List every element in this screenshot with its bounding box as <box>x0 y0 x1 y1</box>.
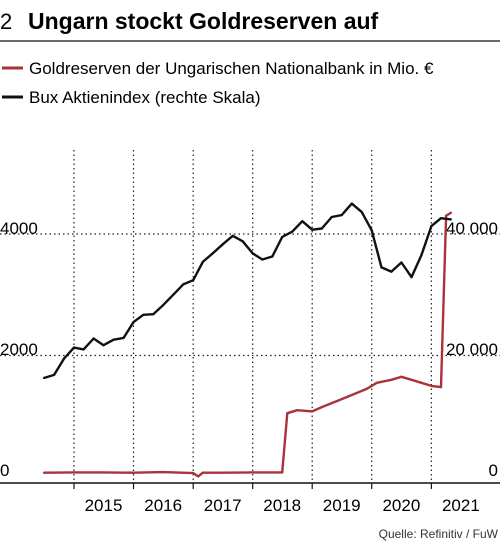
data-point-bux-26 <box>301 220 304 223</box>
data-point-bux-34 <box>380 266 383 269</box>
x-ticks: 2015 2016 2017 2018 2019 2020 2021 <box>73 483 480 515</box>
y-right-tick-20000: 20 000 <box>446 340 498 359</box>
x-tick-2017: 2017 <box>204 496 242 515</box>
data-point-bux-35 <box>390 270 393 273</box>
data-point-gold-3 <box>132 471 135 474</box>
data-point-bux-21 <box>251 252 254 255</box>
data-point-bux-32 <box>360 211 363 214</box>
grid <box>0 150 500 483</box>
data-point-bux-30 <box>340 214 343 217</box>
legend-label-gold: Goldreserven der Ungarischen Nationalban… <box>29 59 434 78</box>
data-point-bux-12 <box>162 304 165 307</box>
data-point-gold-24 <box>439 386 443 389</box>
y-right-tick-40000: 40 000 <box>446 219 498 238</box>
data-point-bux-31 <box>350 202 353 205</box>
data-point-bux-28 <box>320 227 323 230</box>
data-point-gold-20 <box>400 375 403 378</box>
data-point-bux-3 <box>72 346 76 349</box>
data-point-gold-16 <box>350 393 353 397</box>
data-point-gold-22 <box>420 381 423 384</box>
legend-label-bux: Bux Aktienindex (rechte Skala) <box>29 88 261 107</box>
data-point-bux-8 <box>122 336 125 339</box>
data-point-gold-6 <box>197 475 200 478</box>
data-point-bux-14 <box>182 283 185 286</box>
data-point-bux-1 <box>53 373 56 376</box>
data-point-gold-2 <box>102 471 105 474</box>
series-layer <box>42 202 452 478</box>
data-point-bux-33 <box>370 229 373 232</box>
data-point-gold-15 <box>335 400 338 403</box>
data-point-bux-37 <box>410 276 413 279</box>
y-left-tick-0: 0 <box>0 461 9 480</box>
data-point-gold-14 <box>320 406 323 409</box>
data-point-bux-23 <box>271 255 274 258</box>
chart-number: 2 <box>0 9 12 34</box>
data-point-gold-12 <box>296 409 299 412</box>
x-tick-2021: 2021 <box>442 496 480 515</box>
data-point-gold-0 <box>42 471 46 474</box>
data-point-bux-4 <box>82 348 85 351</box>
data-point-bux-22 <box>261 258 264 261</box>
data-point-bux-18 <box>221 243 224 246</box>
data-point-gold-5 <box>192 472 195 475</box>
data-point-bux-13 <box>172 293 175 296</box>
data-point-gold-11 <box>286 412 289 415</box>
data-point-bux-24 <box>281 235 284 239</box>
data-point-bux-36 <box>400 261 403 264</box>
x-tick-2020: 2020 <box>382 496 420 515</box>
y-right-tick-0: 0 <box>489 461 498 480</box>
data-point-gold-23 <box>430 384 433 387</box>
data-point-bux-9 <box>132 321 135 324</box>
y-left-tick-2000: 2000 <box>0 340 38 359</box>
data-point-bux-2 <box>63 357 66 360</box>
data-point-gold-26 <box>449 211 452 214</box>
data-point-gold-7 <box>201 471 204 474</box>
data-point-gold-19 <box>390 378 393 381</box>
data-point-bux-10 <box>142 313 145 316</box>
chart-title: Ungarn stockt Goldreserven auf <box>28 8 379 34</box>
data-point-bux-6 <box>102 344 105 347</box>
data-point-bux-38 <box>420 254 423 257</box>
x-tick-2015: 2015 <box>85 496 123 515</box>
data-point-gold-13 <box>311 410 314 413</box>
data-point-gold-17 <box>365 387 368 390</box>
y-right-ticks: 0 20 000 40 000 <box>446 219 498 480</box>
y-left-tick-4000: 4000 <box>0 219 38 238</box>
y-left-ticks: 0 2000 4000 <box>0 219 38 480</box>
data-point-bux-7 <box>112 338 115 341</box>
data-point-bux-25 <box>291 230 294 233</box>
data-point-bux-41 <box>449 218 452 221</box>
data-point-gold-8 <box>221 471 224 474</box>
data-point-bux-29 <box>330 215 333 219</box>
data-point-bux-39 <box>430 225 433 228</box>
data-point-bux-40 <box>439 217 443 220</box>
data-point-bux-19 <box>231 234 234 237</box>
series-line-bux <box>43 202 452 380</box>
data-point-gold-10 <box>281 471 284 474</box>
data-point-bux-17 <box>211 252 214 255</box>
data-point-gold-9 <box>251 471 254 474</box>
data-point-bux-20 <box>241 240 244 243</box>
data-point-bux-0 <box>42 376 46 380</box>
x-tick-2016: 2016 <box>144 496 182 515</box>
data-point-gold-1 <box>72 471 76 474</box>
x-tick-2018: 2018 <box>263 496 301 515</box>
data-point-bux-16 <box>201 260 204 263</box>
data-point-gold-18 <box>375 381 378 384</box>
data-point-gold-4 <box>162 471 165 474</box>
source-note: Quelle: Refinitiv / FuW <box>379 527 499 541</box>
data-point-bux-11 <box>152 313 155 316</box>
data-point-bux-5 <box>92 337 95 340</box>
data-point-bux-27 <box>311 228 314 231</box>
x-tick-2019: 2019 <box>323 496 361 515</box>
data-point-bux-15 <box>192 279 195 282</box>
data-point-gold-21 <box>410 378 413 381</box>
data-point-gold-25 <box>445 214 448 217</box>
